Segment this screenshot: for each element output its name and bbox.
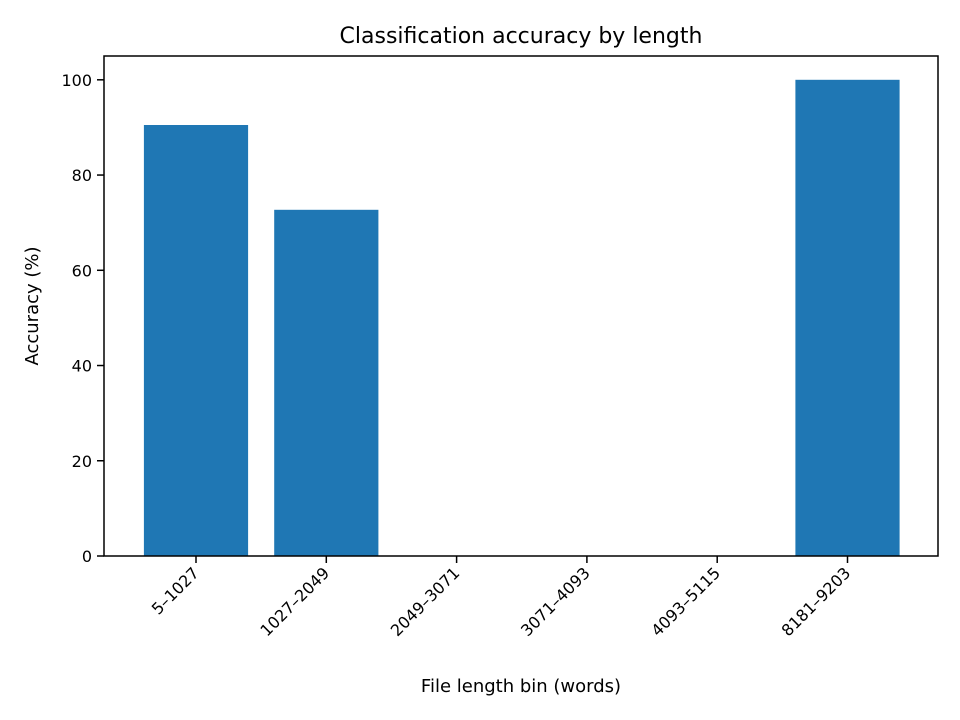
bar-2 xyxy=(274,209,379,557)
bar-1 xyxy=(143,125,249,556)
x-tick-label-3: 2049–3071 xyxy=(387,563,464,640)
x-tick-label-2: 1027–2049 xyxy=(256,563,333,640)
y-tick-label-3: 40 xyxy=(72,357,92,376)
x-tick-label-5: 4093–5115 xyxy=(647,563,724,640)
bar-6 xyxy=(795,79,900,557)
y-tick-label-5: 80 xyxy=(72,166,92,185)
y-tick-label-1: 0 xyxy=(82,547,92,566)
chart-title: Classification accuracy by length xyxy=(340,24,703,49)
y-tick-label-2: 20 xyxy=(72,452,92,471)
x-axis: 5–1027 1027–2049 2049–3071 3071–4093 4093–51… xyxy=(148,556,855,640)
y-axis-label: Accuracy (%) xyxy=(22,246,43,365)
x-tick-label-6: 8181–9203 xyxy=(778,563,855,640)
x-tick-label-4: 3071–4093 xyxy=(517,563,594,640)
y-tick-label-4: 60 xyxy=(72,261,92,280)
y-axis: 0 20 40 60 80 100 xyxy=(61,71,104,566)
bars-group xyxy=(143,79,900,557)
y-tick-label-6: 100 xyxy=(61,71,92,90)
plot-area-frame xyxy=(103,55,939,557)
x-axis-label: File length bin (words) xyxy=(421,676,621,697)
x-tick-label-1: 5–1027 xyxy=(148,563,203,618)
